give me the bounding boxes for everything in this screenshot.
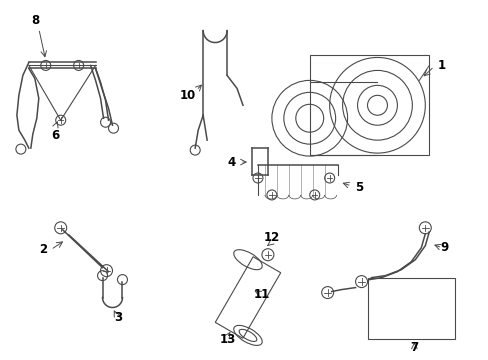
Text: 7: 7: [409, 341, 418, 354]
Text: 10: 10: [180, 89, 196, 102]
Bar: [309, 55, 428, 155]
Text: 9: 9: [439, 241, 447, 254]
Bar: [215, 257, 280, 338]
Text: 2: 2: [39, 243, 47, 256]
Text: 12: 12: [263, 231, 280, 244]
Text: 4: 4: [227, 156, 236, 168]
Text: 13: 13: [220, 333, 236, 346]
Text: 11: 11: [253, 288, 269, 301]
Text: 1: 1: [437, 59, 446, 72]
Bar: [367, 278, 454, 339]
Text: 3: 3: [114, 311, 122, 324]
Text: 8: 8: [32, 14, 40, 27]
Text: 5: 5: [355, 181, 363, 194]
Text: 6: 6: [52, 129, 60, 142]
